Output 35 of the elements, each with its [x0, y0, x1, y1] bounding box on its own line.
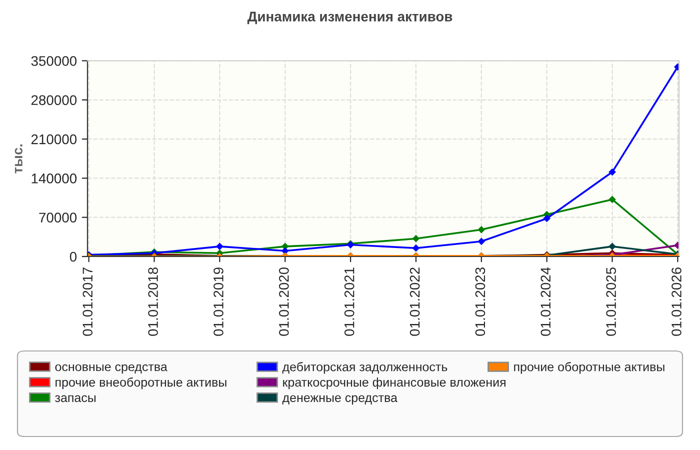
x-tick-label: 01.01.2022: [410, 268, 420, 336]
point: [216, 242, 224, 250]
y-tick-label: 280000: [31, 95, 77, 106]
legend-label: краткосрочные финансовые вложения: [283, 378, 506, 390]
point: [478, 226, 485, 234]
y-tick-label: 70000: [39, 212, 77, 223]
x-tick-label: 01.01.2018: [148, 268, 158, 336]
y-tick-label: 210000: [31, 134, 77, 144]
point: [608, 242, 616, 250]
x-tick-label: 01.01.2019: [214, 268, 224, 336]
x-tick-label: 01.01.2017: [82, 268, 93, 336]
x-tick-label: 01.01.2026: [672, 268, 682, 336]
point: [543, 215, 550, 222]
point: [608, 168, 616, 176]
legend-label: прочие оборотные активы: [514, 362, 664, 374]
legend-label: дебиторская задолженность: [282, 362, 448, 374]
x-tick-label: 01.01.2020: [278, 267, 289, 336]
y-axis-title: тыс.: [14, 144, 22, 174]
point: [282, 247, 289, 254]
chart-title: Динамика изменения активов: [247, 12, 452, 24]
x-tick-label: 01.01.2023: [475, 268, 486, 336]
y-tick-label: 0: [70, 252, 77, 262]
legend-label: денежные средства: [282, 395, 398, 405]
x-tick-label: 01.01.2024: [540, 267, 551, 336]
y-tick-label: 140000: [32, 174, 77, 184]
point: [412, 244, 420, 252]
point: [412, 235, 420, 242]
x-tick-label: 01.01.2021: [344, 268, 354, 336]
x-tick-label: 01.01.2025: [606, 267, 616, 336]
legend-label: прочие внеоборотные активы: [56, 377, 226, 390]
legend-label: основные средства: [55, 364, 168, 374]
point: [608, 196, 616, 203]
y-tick-label: 350000: [31, 56, 77, 66]
point: [478, 238, 485, 245]
legend-label: запасы: [55, 395, 96, 402]
